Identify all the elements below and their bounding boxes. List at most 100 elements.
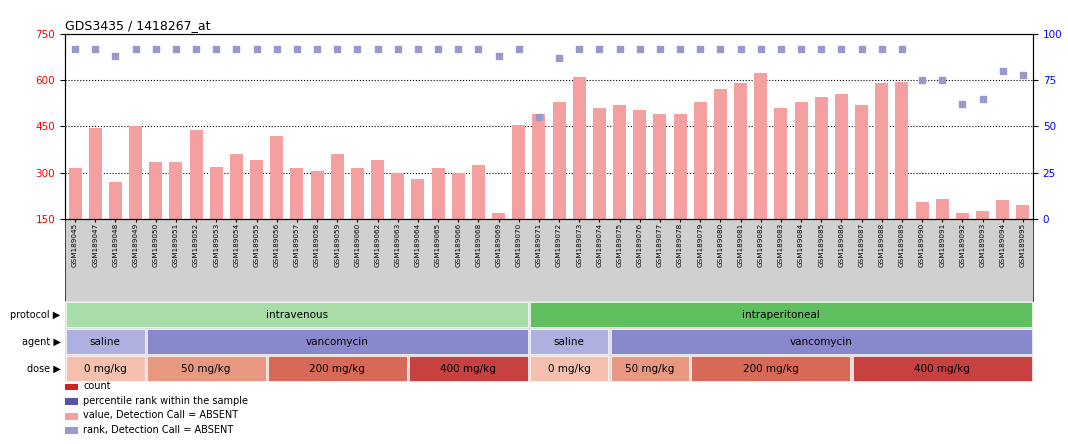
Text: saline: saline xyxy=(90,337,121,346)
Point xyxy=(651,45,669,52)
Bar xyxy=(270,136,283,265)
Bar xyxy=(754,72,767,265)
Bar xyxy=(956,213,969,265)
Text: GDS3435 / 1418267_at: GDS3435 / 1418267_at xyxy=(65,19,210,32)
Point xyxy=(570,45,587,52)
Point xyxy=(550,55,567,62)
Bar xyxy=(996,201,1009,265)
Point xyxy=(954,101,971,108)
Text: protocol ▶: protocol ▶ xyxy=(11,309,61,320)
Bar xyxy=(1017,205,1030,265)
Point xyxy=(511,45,528,52)
Point xyxy=(792,45,810,52)
Bar xyxy=(452,173,465,265)
Text: 50 mg/kg: 50 mg/kg xyxy=(182,364,231,373)
Bar xyxy=(129,127,142,265)
Point xyxy=(874,45,891,52)
Point xyxy=(631,45,648,52)
Bar xyxy=(936,199,948,265)
Point xyxy=(692,45,709,52)
Bar xyxy=(411,179,424,265)
Point xyxy=(389,45,406,52)
Bar xyxy=(532,114,546,265)
Bar xyxy=(230,154,244,265)
Text: rank, Detection Call = ABSENT: rank, Detection Call = ABSENT xyxy=(83,425,234,435)
Text: vancomycin: vancomycin xyxy=(305,337,368,346)
Bar xyxy=(654,114,666,265)
Point xyxy=(66,45,83,52)
Bar xyxy=(552,102,566,265)
Bar xyxy=(855,105,868,265)
Point xyxy=(813,45,830,52)
Bar xyxy=(150,162,162,265)
Text: count: count xyxy=(83,381,111,391)
Point xyxy=(207,45,224,52)
Point xyxy=(611,45,628,52)
Bar xyxy=(694,102,707,265)
Bar xyxy=(734,83,748,265)
Bar xyxy=(371,160,384,265)
Bar xyxy=(613,105,626,265)
Text: 200 mg/kg: 200 mg/kg xyxy=(310,364,365,373)
Text: 0 mg/kg: 0 mg/kg xyxy=(84,364,127,373)
Bar xyxy=(795,102,807,265)
Bar xyxy=(209,166,223,265)
Point xyxy=(772,45,789,52)
Bar xyxy=(976,211,989,265)
Point xyxy=(913,77,930,84)
Point xyxy=(853,45,870,52)
Bar xyxy=(513,125,525,265)
Point xyxy=(329,45,346,52)
Point xyxy=(107,53,124,60)
Point xyxy=(994,67,1011,75)
Bar xyxy=(170,162,183,265)
Point xyxy=(227,45,245,52)
Point xyxy=(591,45,608,52)
Bar xyxy=(674,114,687,265)
Point xyxy=(127,45,144,52)
Text: 200 mg/kg: 200 mg/kg xyxy=(743,364,799,373)
Bar xyxy=(331,154,344,265)
Point xyxy=(349,45,366,52)
Bar xyxy=(472,165,485,265)
Point xyxy=(309,45,326,52)
Bar xyxy=(189,130,203,265)
Point xyxy=(974,95,991,102)
Point xyxy=(87,45,104,52)
Point xyxy=(933,77,951,84)
Text: vancomycin: vancomycin xyxy=(790,337,852,346)
Text: saline: saline xyxy=(553,337,584,346)
Text: 400 mg/kg: 400 mg/kg xyxy=(914,364,970,373)
Text: intravenous: intravenous xyxy=(266,309,328,320)
Point xyxy=(288,45,305,52)
Point xyxy=(429,45,446,52)
Point xyxy=(833,45,850,52)
Bar xyxy=(351,168,364,265)
Bar xyxy=(431,168,444,265)
Bar xyxy=(68,168,81,265)
Text: 400 mg/kg: 400 mg/kg xyxy=(440,364,497,373)
Bar xyxy=(593,108,606,265)
Bar xyxy=(815,97,828,265)
Point xyxy=(248,45,265,52)
Point xyxy=(147,45,164,52)
Bar xyxy=(89,128,101,265)
Text: agent ▶: agent ▶ xyxy=(21,337,61,346)
Text: intraperitoneal: intraperitoneal xyxy=(742,309,820,320)
Point xyxy=(450,45,467,52)
Point xyxy=(490,53,507,60)
Point xyxy=(268,45,285,52)
Point xyxy=(752,45,769,52)
Bar xyxy=(835,94,848,265)
Point xyxy=(409,45,426,52)
Bar xyxy=(774,108,787,265)
Point xyxy=(893,45,910,52)
Bar xyxy=(875,83,889,265)
Point xyxy=(672,45,689,52)
Bar xyxy=(713,90,727,265)
Bar xyxy=(915,202,929,265)
Point xyxy=(732,45,749,52)
Text: value, Detection Call = ABSENT: value, Detection Call = ABSENT xyxy=(83,410,238,420)
Bar xyxy=(391,173,405,265)
Point xyxy=(188,45,205,52)
